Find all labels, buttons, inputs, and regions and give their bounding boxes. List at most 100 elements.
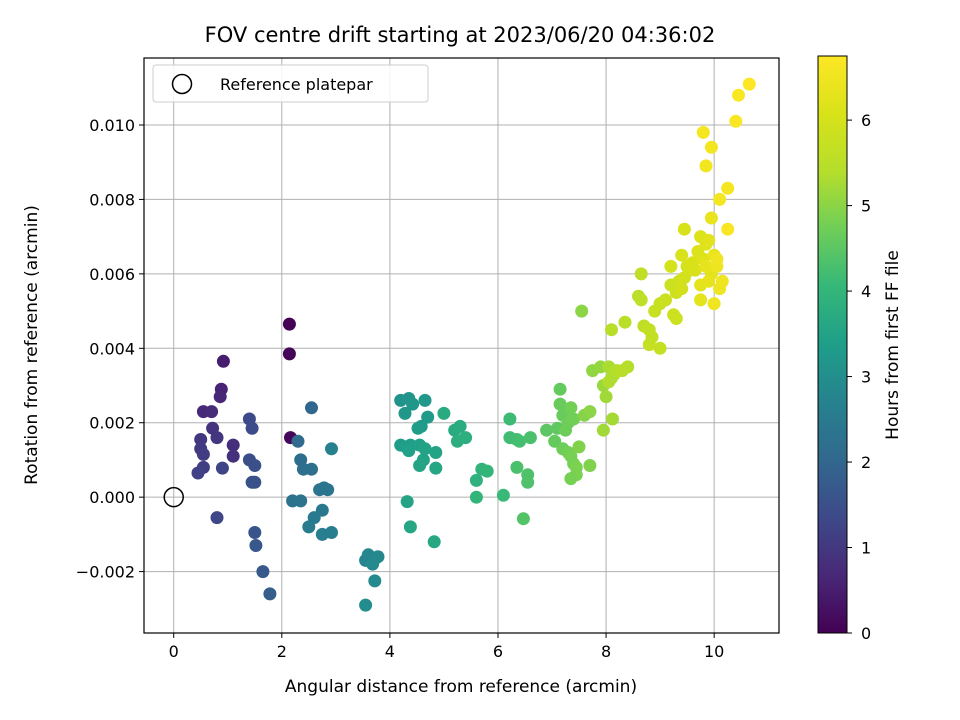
data-point [413, 459, 427, 472]
data-point [572, 440, 586, 454]
x-tick-label: 10 [704, 642, 724, 661]
data-point [398, 406, 412, 420]
data-point [702, 233, 716, 247]
data-point [403, 520, 417, 534]
data-point [194, 433, 208, 446]
y-tick-label: 0.008 [89, 190, 135, 209]
data-point [596, 423, 610, 437]
data-point [713, 192, 727, 206]
data-point [248, 526, 262, 539]
data-point [523, 431, 537, 445]
data-point [196, 447, 210, 461]
y-tick-label: 0.000 [89, 488, 135, 507]
data-point [704, 140, 718, 154]
data-point [282, 317, 296, 331]
data-point [248, 459, 262, 472]
data-point [366, 557, 380, 571]
colorbar-tick-label: 6 [861, 111, 871, 130]
data-point [249, 539, 263, 552]
data-point [205, 405, 219, 419]
data-point [567, 412, 581, 426]
colorbar-ticks: 0 1 2 3 4 5 6 [847, 111, 871, 643]
data-point [210, 431, 224, 445]
data-point [216, 354, 230, 368]
data-point [618, 315, 632, 329]
data-point [553, 397, 567, 411]
y-tick-label: 0.006 [89, 265, 135, 284]
data-point [437, 406, 451, 420]
data-point [653, 341, 667, 355]
data-point [699, 159, 713, 173]
data-point [606, 412, 619, 426]
data-point [469, 473, 483, 487]
data-point [605, 323, 618, 337]
data-point [696, 125, 710, 139]
y-tick-label: 0.010 [89, 116, 135, 135]
colorbar-tick-label: 2 [861, 453, 871, 472]
data-point [469, 490, 483, 504]
data-point [248, 475, 262, 489]
data-point [513, 434, 527, 448]
data-point [675, 282, 689, 296]
data-point [564, 472, 578, 486]
data-point [215, 461, 229, 475]
data-point [677, 222, 691, 236]
y-tick-label: 0.004 [89, 339, 135, 358]
data-point [707, 297, 721, 311]
y-axis-label: Rotation from reference (arcmin) [22, 205, 42, 485]
legend-label: Reference platepar [220, 75, 373, 94]
data-point [615, 364, 629, 378]
colorbar [817, 55, 848, 634]
data-point [729, 114, 743, 128]
data-point [688, 263, 702, 277]
data-point [411, 421, 425, 435]
data-point [191, 466, 205, 480]
x-tick-label: 8 [601, 642, 611, 661]
data-point [406, 397, 420, 411]
data-point [583, 405, 597, 419]
data-point [427, 535, 441, 549]
data-point [302, 520, 316, 534]
data-point [450, 434, 464, 448]
data-point [510, 460, 524, 474]
data-point [359, 598, 373, 612]
data-point [418, 393, 432, 407]
x-tick-label: 0 [169, 642, 179, 661]
data-point [325, 442, 338, 456]
data-point [245, 421, 259, 435]
data-point [210, 511, 224, 525]
legend-marker [171, 73, 193, 95]
data-point [715, 274, 729, 288]
y-axis-ticks: −0.002 0.000 0.002 0.004 0.006 0.008 0.010 [76, 116, 144, 582]
data-point [480, 464, 494, 478]
plot-frame [143, 57, 780, 634]
data-point [702, 274, 716, 288]
data-point [305, 401, 318, 415]
data-point [305, 462, 318, 476]
data-point [583, 459, 597, 472]
data-point [721, 181, 735, 195]
data-point [694, 293, 708, 307]
data-point [659, 293, 672, 307]
data-point [704, 211, 718, 225]
colorbar-tick-label: 3 [861, 368, 871, 387]
data-point [503, 412, 517, 426]
data-point [226, 449, 240, 463]
data-point [699, 259, 713, 273]
legend-box [152, 64, 429, 103]
data-point [516, 512, 530, 526]
data-point [213, 390, 227, 404]
data-point [669, 312, 683, 325]
colorbar-tick-label: 1 [861, 539, 871, 558]
data-point [664, 259, 678, 273]
colorbar-tick-label: 4 [861, 282, 871, 301]
data-point [321, 483, 335, 497]
x-tick-label: 6 [493, 642, 503, 661]
data-point [564, 401, 578, 415]
data-point [496, 488, 510, 502]
data-point [732, 88, 745, 102]
data-point [402, 444, 416, 458]
data-point [421, 410, 435, 424]
data-point [575, 304, 589, 318]
data-point [453, 419, 467, 433]
